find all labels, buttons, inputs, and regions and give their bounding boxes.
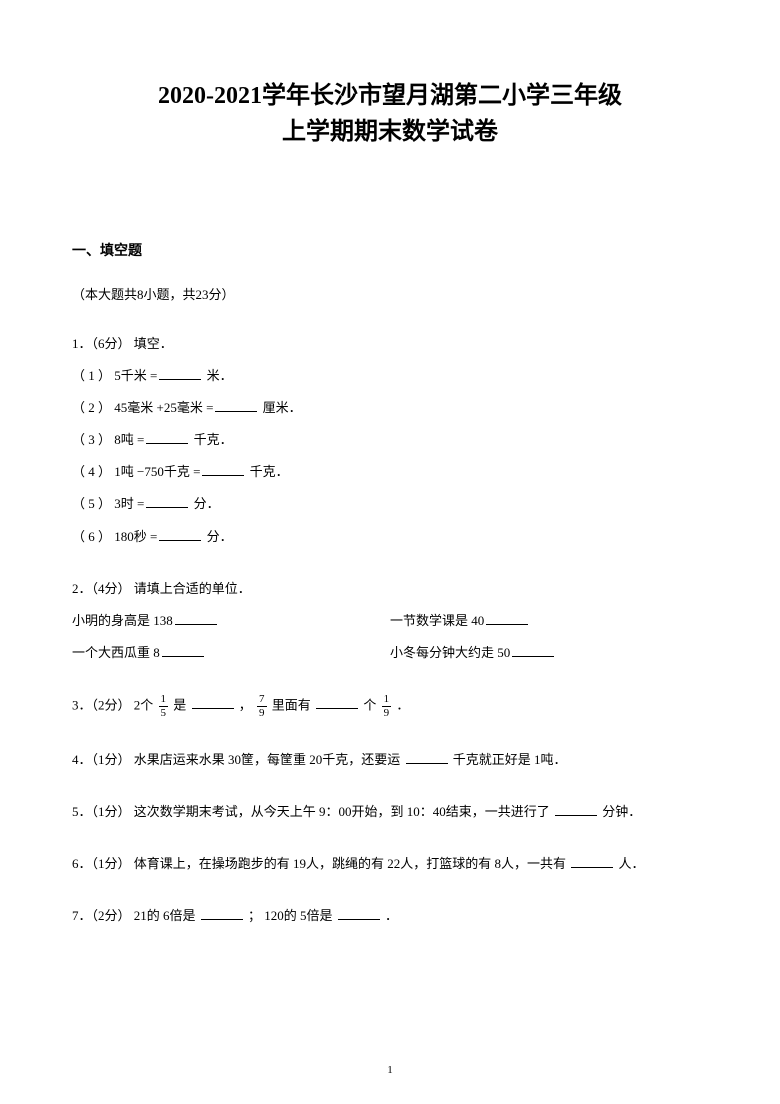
blank — [146, 431, 188, 444]
q1-sub6: （ 6 ） 180秒 = 分． — [72, 526, 708, 548]
question-4: 4．（1分） 水果店运来水果 30筐，每筐重 20千克，还要运 千克就正好是 1… — [72, 749, 708, 771]
blank — [146, 495, 188, 508]
question-6: 6．（1分） 体育课上，在操场跑步的有 19人，跳绳的有 22人，打篮球的有 8… — [72, 853, 708, 875]
blank — [555, 803, 597, 816]
blank — [486, 612, 528, 625]
blank — [192, 696, 234, 709]
q2-item3: 一个大西瓜重 8 — [72, 642, 390, 664]
blank — [159, 528, 201, 541]
question-3: 3．（2分） 2个 15 是 ， 79 里面有 个 19 ． — [72, 694, 708, 719]
q1-sub4: （ 4 ） 1吨 −750千克 = 千克． — [72, 461, 708, 483]
q2-item4: 小冬每分钟大约走 50 — [390, 642, 708, 664]
question-5: 5．（1分） 这次数学期末考试，从今天上午 9：00开始，到 10：40结束，一… — [72, 801, 708, 823]
q1-sub2: （ 2 ） 45毫米 +25毫米 = 厘米． — [72, 397, 708, 419]
blank — [202, 463, 244, 476]
blank — [406, 751, 448, 764]
q1-sub1: （ 1 ） 5千米 = 米． — [72, 365, 708, 387]
fraction: 79 — [257, 694, 267, 719]
blank — [201, 907, 243, 920]
blank — [338, 907, 380, 920]
q2-item1: 小明的身高是 138 — [72, 610, 390, 632]
title-line-1: 2020-2021学年长沙市望月湖第二小学三年级 — [158, 83, 622, 109]
question-7: 7．（2分） 21的 6倍是 ； 120的 5倍是 ． — [72, 905, 708, 927]
q2-item2: 一节数学课是 40 — [390, 610, 708, 632]
blank — [159, 367, 201, 380]
section-note: （本大题共8小题，共23分） — [72, 284, 708, 303]
blank — [162, 644, 204, 657]
title-line-2: 上学期期末数学试卷 — [282, 119, 498, 145]
q2-head: 2．（4分） 请填上合适的单位． — [72, 578, 708, 600]
blank — [175, 612, 217, 625]
q1-sub5: （ 5 ） 3时 = 分． — [72, 493, 708, 515]
fraction: 19 — [382, 694, 392, 719]
page-title: 2020-2021学年长沙市望月湖第二小学三年级 上学期期末数学试卷 — [72, 78, 708, 150]
blank — [215, 399, 257, 412]
q1-sub3: （ 3 ） 8吨 = 千克． — [72, 429, 708, 451]
blank — [571, 855, 613, 868]
blank — [512, 644, 554, 657]
blank — [316, 696, 358, 709]
q1-head: 1．（6分） 填空． — [72, 333, 708, 355]
question-1: 1．（6分） 填空． （ 1 ） 5千米 = 米． （ 2 ） 45毫米 +25… — [72, 333, 708, 548]
fraction: 15 — [159, 694, 169, 719]
section-header: 一、填空题 — [72, 240, 708, 260]
question-2: 2．（4分） 请填上合适的单位． 小明的身高是 138 一节数学课是 40 一个… — [72, 578, 708, 664]
page-number: 1 — [0, 1064, 780, 1076]
